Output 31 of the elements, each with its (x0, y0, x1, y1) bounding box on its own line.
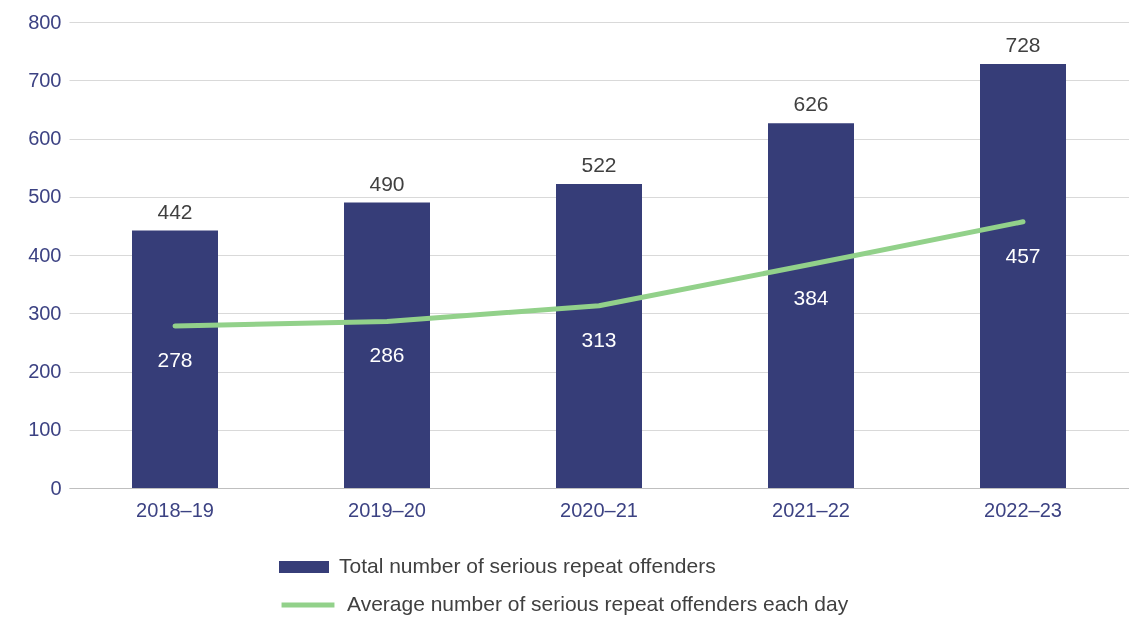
y-tick-label: 300 (28, 301, 62, 324)
y-tick-label: 500 (28, 185, 62, 208)
data-label: 313 (581, 327, 617, 351)
data-label: 278 (157, 348, 193, 372)
y-tick-label: 800 (28, 10, 62, 33)
data-label: 442 (157, 199, 193, 223)
x-tick-label: 2020–21 (560, 498, 638, 521)
y-tick-label: 0 (50, 476, 62, 499)
data-label: 384 (793, 286, 829, 310)
data-label: 286 (369, 343, 405, 367)
bar (768, 123, 854, 488)
data-label: 490 (369, 171, 405, 195)
x-tick-label: 2019–20 (348, 498, 426, 521)
x-tick-label: 2022–23 (984, 498, 1062, 521)
data-label: 522 (581, 152, 617, 176)
x-tick-label: 2021–22 (772, 498, 850, 521)
bar (132, 230, 218, 488)
x-tick-label: 2018–19 (136, 498, 214, 521)
data-label: 728 (1005, 32, 1041, 56)
y-tick-label: 700 (28, 68, 62, 91)
bar (980, 63, 1066, 488)
y-tick-label: 100 (28, 418, 62, 441)
data-label: 626 (793, 92, 829, 116)
legend-label: Total number of serious repeat offenders (339, 554, 716, 577)
data-label: 457 (1005, 243, 1041, 267)
bar (556, 183, 642, 488)
y-tick-label: 200 (28, 360, 62, 382)
y-tick-label: 400 (28, 243, 62, 266)
y-tick-label: 600 (28, 127, 62, 149)
bar (344, 202, 430, 488)
legend-label: Average number of serious repeat offenders each day (347, 592, 849, 615)
